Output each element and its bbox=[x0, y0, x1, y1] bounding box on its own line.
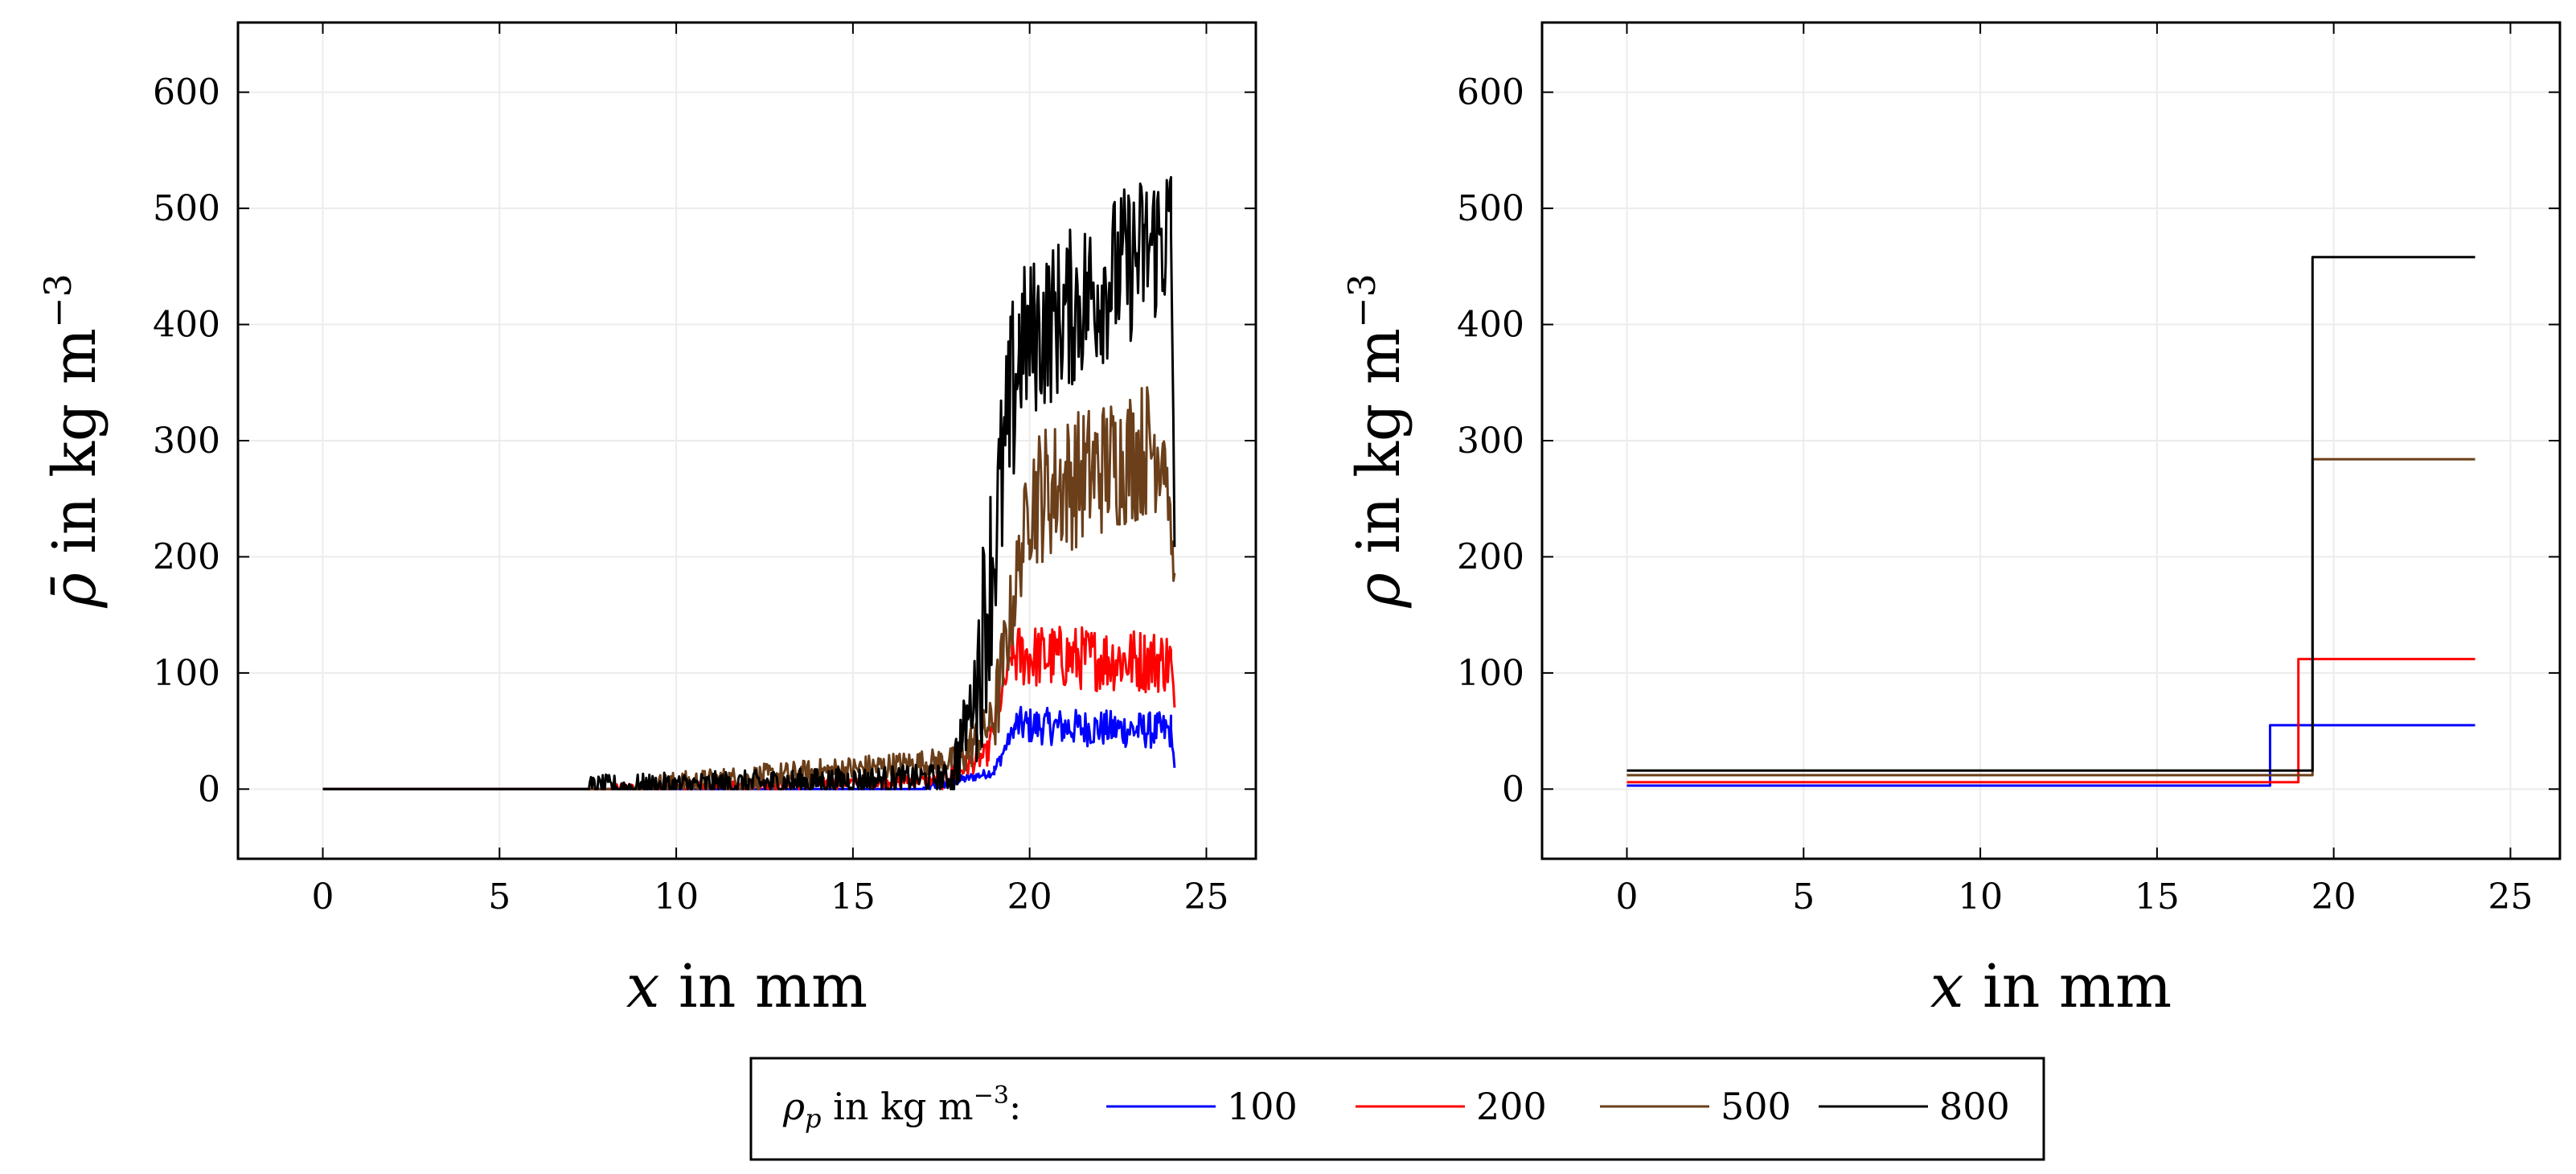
right-y-tick-label: 100 bbox=[1457, 653, 1524, 694]
left-series-200 bbox=[322, 622, 1176, 790]
left-x-tick-label: 10 bbox=[654, 876, 699, 917]
left-y-tick-label: 0 bbox=[198, 769, 220, 810]
right-y-tick-label: 600 bbox=[1457, 72, 1524, 113]
left-y-tick-label: 100 bbox=[153, 653, 220, 694]
right-series-500 bbox=[1626, 458, 2476, 777]
right-ticks: 0 5 10 15 20 25 0 100 200 300 400 500 600 bbox=[1457, 23, 2560, 917]
right-x-tick-label: 25 bbox=[2488, 876, 2533, 917]
right-x-tick-label: 20 bbox=[2311, 876, 2357, 917]
left-y-tick-label: 200 bbox=[153, 536, 220, 577]
right-x-label: x in mm bbox=[1930, 952, 2172, 1021]
right-y-tick-label: 500 bbox=[1457, 188, 1524, 229]
legend-entries: 100 200 500 800 bbox=[1106, 1085, 2010, 1128]
left-plot: 0 5 10 15 20 25 0 100 200 300 400 500 600 x in mm ρ̄… bbox=[36, 21, 1257, 1021]
right-x-tick-label: 5 bbox=[1792, 876, 1815, 917]
left-x-tick-label: 0 bbox=[312, 876, 334, 917]
right-series-200 bbox=[1626, 658, 2476, 784]
legend-label-100: 100 bbox=[1227, 1085, 1298, 1128]
right-y-tick-label: 200 bbox=[1457, 536, 1524, 577]
left-x-tick-label: 15 bbox=[831, 876, 876, 917]
left-y-label: ρ̄ in kg m−3 bbox=[36, 273, 109, 609]
right-x-tick-label: 0 bbox=[1616, 876, 1639, 917]
legend-label-500: 500 bbox=[1721, 1085, 1791, 1128]
left-series-800 bbox=[322, 175, 1176, 790]
left-y-tick-label: 400 bbox=[153, 305, 220, 346]
legend-title: ρp in kg m−3: bbox=[782, 1082, 1021, 1134]
left-x-tick-label: 5 bbox=[488, 876, 511, 917]
right-series-100 bbox=[1626, 724, 2476, 787]
legend-label-800: 800 bbox=[1939, 1085, 2010, 1128]
left-x-tick-label: 25 bbox=[1183, 876, 1229, 917]
left-y-tick-label: 500 bbox=[153, 188, 220, 229]
legend: ρp in kg m−3: 100 200 500 800 bbox=[749, 1057, 2045, 1161]
left-ticks: 0 5 10 15 20 25 0 100 200 300 400 500 600 bbox=[153, 23, 1256, 917]
right-x-tick-label: 15 bbox=[2135, 876, 2180, 917]
left-series-group bbox=[322, 175, 1176, 790]
right-series-group bbox=[1626, 256, 2476, 787]
right-y-tick-label: 300 bbox=[1457, 421, 1524, 462]
right-y-tick-label: 0 bbox=[1502, 769, 1524, 810]
right-plot: 0 5 10 15 20 25 0 100 200 300 400 500 600 x in mm ρ … bbox=[1340, 21, 2562, 1021]
left-y-tick-label: 600 bbox=[153, 72, 220, 113]
right-y-label: ρ in kg m−3 bbox=[1340, 273, 1413, 609]
left-y-tick-label: 300 bbox=[153, 421, 220, 462]
right-grid bbox=[1542, 23, 2560, 859]
right-series-800 bbox=[1626, 256, 2476, 772]
left-x-tick-label: 20 bbox=[1007, 876, 1052, 917]
legend-box bbox=[749, 1057, 2045, 1161]
left-series-500 bbox=[322, 386, 1176, 790]
left-x-label: x in mm bbox=[626, 952, 868, 1021]
legend-label-200: 200 bbox=[1476, 1085, 1547, 1128]
right-y-tick-label: 400 bbox=[1457, 305, 1524, 346]
right-x-tick-label: 10 bbox=[1958, 876, 2003, 917]
